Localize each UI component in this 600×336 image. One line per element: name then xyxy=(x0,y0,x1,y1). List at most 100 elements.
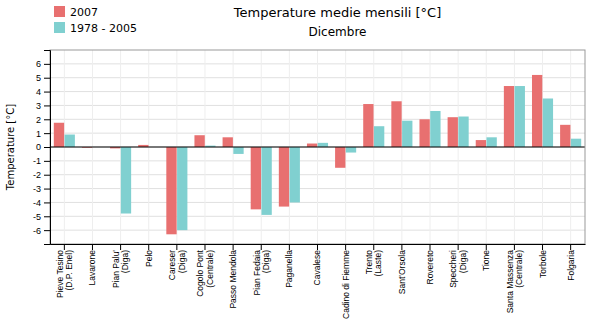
title: Temperature medie mensili [°C] xyxy=(233,5,442,20)
bar xyxy=(307,144,317,147)
y-axis-line xyxy=(44,51,51,245)
x-tick: Pian Palu'(Diga) xyxy=(111,244,130,288)
x-tick: Paganella xyxy=(284,244,294,288)
x-tick-mark xyxy=(92,244,93,250)
grid xyxy=(50,50,585,244)
y-tick-mark xyxy=(44,92,50,93)
x-axis: Pieve Tesino(D.P. Enel) Lavarone Pian Palu… xyxy=(51,244,586,319)
x-tick-mark xyxy=(542,244,543,250)
series xyxy=(65,86,582,230)
bar xyxy=(504,86,514,147)
x-tick: Pian Fedaia(Diga) xyxy=(252,244,271,295)
x-tick-label: Careser(Diga) xyxy=(167,250,186,280)
bar xyxy=(194,135,204,147)
x-tick-label: Pelo xyxy=(144,250,154,267)
x-tick: Cavalese xyxy=(312,244,322,285)
x-tick: Lavarone xyxy=(87,244,97,285)
x-tick: Speccheri(Diga) xyxy=(448,244,467,288)
y-tick-label: 6 xyxy=(36,59,41,69)
y-tick: -3 xyxy=(33,184,50,194)
y-tick-label: -1 xyxy=(33,156,41,166)
x-tick-mark xyxy=(458,244,459,250)
bar xyxy=(233,147,243,154)
x-tick-label: Folgaria xyxy=(566,250,576,281)
x-tick-mark xyxy=(486,244,487,250)
x-tick: Pieve Tesino(D.P. Enel) xyxy=(55,244,74,298)
y-tick-label: -2 xyxy=(33,170,41,180)
x-tick-mark xyxy=(345,244,346,250)
x-tick-mark xyxy=(401,244,402,250)
bar xyxy=(458,117,468,147)
bar xyxy=(251,147,261,209)
y-tick: 1 xyxy=(36,129,50,139)
bar xyxy=(335,147,345,168)
y-tick: -2 xyxy=(33,170,50,180)
x-tick-mark xyxy=(289,244,290,250)
legend-label: 1978 - 2005 xyxy=(70,22,137,35)
legend-swatch xyxy=(54,22,65,33)
x-tick-label: Pian Fedaia(Diga) xyxy=(252,250,271,296)
y-tick-mark xyxy=(44,147,50,148)
y-tick-mark xyxy=(44,216,50,217)
bar xyxy=(476,140,486,147)
legend-item: 1978 - 2005 xyxy=(54,22,137,35)
series xyxy=(54,75,571,234)
x-tick-mark xyxy=(514,244,515,250)
bar xyxy=(363,104,373,147)
x-tick-label: Speccheri(Diga) xyxy=(448,250,467,288)
y-tick: -1 xyxy=(33,156,50,166)
bar xyxy=(448,117,458,147)
y-tick: -4 xyxy=(33,198,50,208)
x-tick-mark xyxy=(373,244,374,250)
x-tick: Rovereto xyxy=(425,244,435,285)
plot-frame xyxy=(50,50,585,244)
y-tick-mark xyxy=(44,230,50,231)
bar xyxy=(374,126,384,147)
y-axis: -6-5-4-3-2-10123456 xyxy=(33,51,51,245)
bar xyxy=(571,139,581,147)
bar xyxy=(560,125,570,147)
y-tick: 3 xyxy=(36,101,50,111)
x-tick-mark xyxy=(233,244,234,250)
x-tick: Cadino di Fiemme xyxy=(341,244,351,319)
x-tick-label: Cavalese xyxy=(312,250,322,286)
chart: -6-5-4-3-2-10123456Pieve Tesino(D.P. Ene… xyxy=(0,0,600,336)
y-tick-label: 0 xyxy=(36,142,41,152)
bar xyxy=(318,143,328,147)
x-tick: Passo Mendola xyxy=(228,244,238,309)
bar xyxy=(290,147,300,202)
y-tick-label: -5 xyxy=(33,212,41,222)
bar xyxy=(261,147,271,215)
y-tick-mark xyxy=(44,78,50,79)
y-tick-label: 5 xyxy=(36,73,41,83)
bar xyxy=(121,147,131,214)
x-tick: Cogolo Pont(Centrale) xyxy=(195,244,214,297)
legend: 2007 1978 - 2005 xyxy=(54,6,137,35)
bar xyxy=(402,121,412,147)
x-tick: Folgaria xyxy=(566,244,576,281)
bar xyxy=(486,137,496,147)
bar xyxy=(223,137,233,147)
y-tick: 2 xyxy=(36,115,50,125)
x-tick-mark xyxy=(317,244,318,250)
y-tick-mark xyxy=(44,64,50,65)
y-tick: -5 xyxy=(33,212,50,222)
legend-label: 2007 xyxy=(70,6,98,19)
bar xyxy=(532,75,542,147)
bar xyxy=(54,123,64,147)
x-tick: Trento(Laste) xyxy=(364,244,383,276)
y-tick-label: 2 xyxy=(36,115,41,125)
x-tick-label: Paganella xyxy=(284,250,294,288)
x-tick-label: Pian Palu'(Diga) xyxy=(111,250,130,288)
x-tick: Tione xyxy=(481,244,491,271)
y-tick-label: 4 xyxy=(36,87,41,97)
plot: -6-5-4-3-2-10123456Pieve Tesino(D.P. Ene… xyxy=(33,50,586,319)
zero-line xyxy=(50,147,585,148)
x-tick: Pelo xyxy=(144,244,154,267)
y-tick-mark xyxy=(44,189,50,190)
x-tick-label: Santa Massenza(Centrale) xyxy=(505,250,524,314)
x-tick: Careser(Diga) xyxy=(167,244,186,280)
y-tick-label: 3 xyxy=(36,101,41,111)
x-tick-label: Pieve Tesino(D.P. Enel) xyxy=(55,250,74,298)
x-tick-label: Trento(Laste) xyxy=(364,250,383,277)
